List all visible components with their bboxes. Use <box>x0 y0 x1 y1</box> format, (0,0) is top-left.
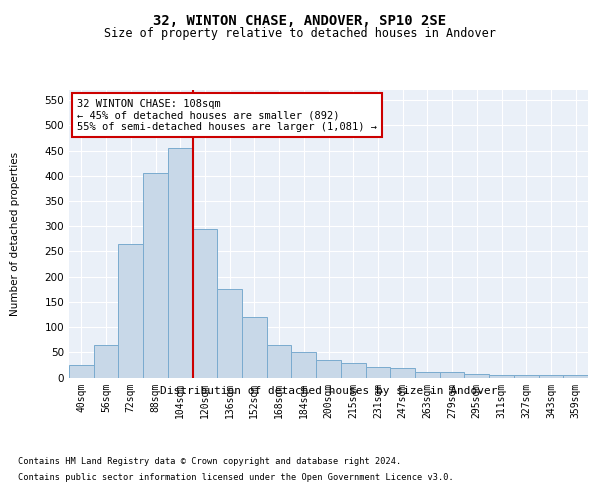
Bar <box>118 244 143 378</box>
Bar <box>292 352 316 378</box>
Y-axis label: Number of detached properties: Number of detached properties <box>10 152 20 316</box>
Bar <box>341 364 365 378</box>
Bar <box>489 375 514 378</box>
Text: Size of property relative to detached houses in Andover: Size of property relative to detached ho… <box>104 27 496 40</box>
Bar <box>168 148 193 378</box>
Bar <box>415 372 440 378</box>
Bar <box>193 228 217 378</box>
Bar <box>390 368 415 378</box>
Bar <box>267 344 292 378</box>
Bar <box>69 365 94 378</box>
Bar <box>316 360 341 378</box>
Bar <box>94 344 118 378</box>
Bar <box>365 368 390 378</box>
Text: 32 WINTON CHASE: 108sqm
← 45% of detached houses are smaller (892)
55% of semi-d: 32 WINTON CHASE: 108sqm ← 45% of detache… <box>77 98 377 132</box>
Text: 32, WINTON CHASE, ANDOVER, SP10 2SE: 32, WINTON CHASE, ANDOVER, SP10 2SE <box>154 14 446 28</box>
Bar <box>242 317 267 378</box>
Bar <box>514 375 539 378</box>
Bar <box>143 173 168 378</box>
Bar <box>539 375 563 378</box>
Text: Contains public sector information licensed under the Open Government Licence v3: Contains public sector information licen… <box>18 472 454 482</box>
Text: Contains HM Land Registry data © Crown copyright and database right 2024.: Contains HM Land Registry data © Crown c… <box>18 458 401 466</box>
Bar <box>563 375 588 378</box>
Bar <box>217 289 242 378</box>
Bar <box>440 372 464 378</box>
Bar <box>464 374 489 378</box>
Text: Distribution of detached houses by size in Andover: Distribution of detached houses by size … <box>160 386 497 396</box>
